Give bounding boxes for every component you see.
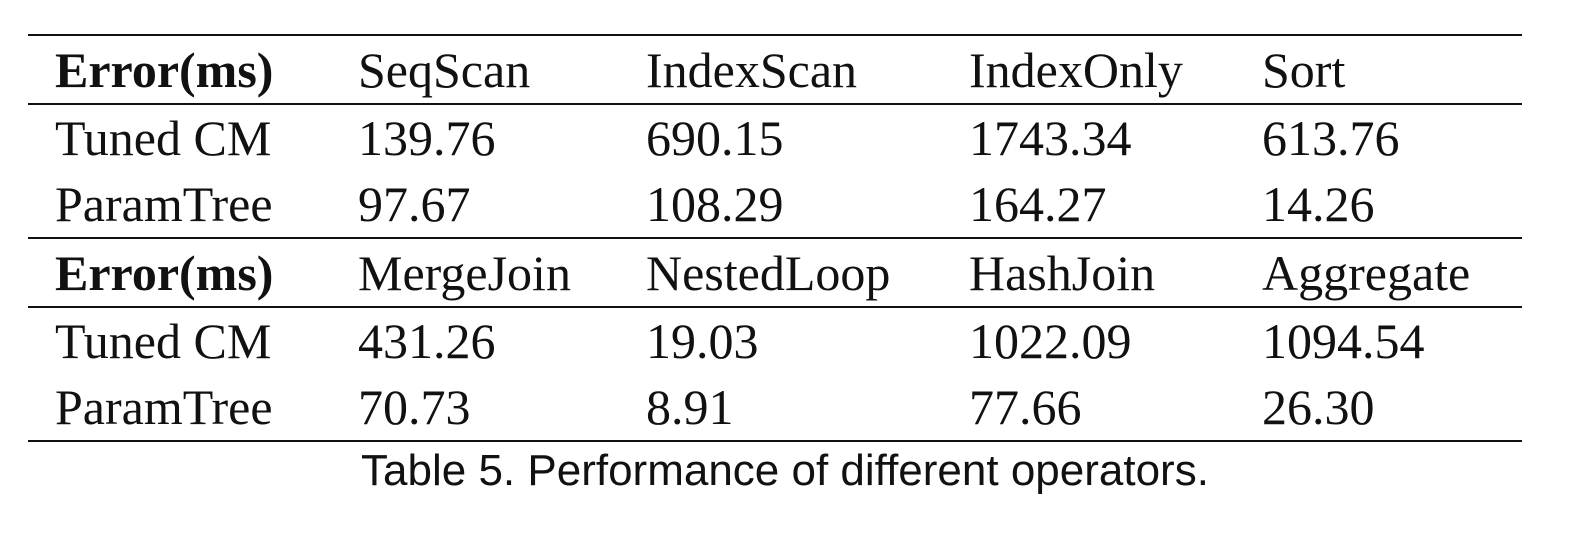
table-row: ParamTree 70.73 8.91 77.66 26.30 — [28, 374, 1522, 440]
table-header-row: Error(ms) MergeJoin NestedLoop HashJoin … — [28, 239, 1522, 306]
header-cell: IndexScan — [646, 41, 858, 98]
performance-table: Error(ms) SeqScan IndexScan IndexOnly So… — [28, 34, 1522, 442]
header-cell: MergeJoin — [358, 244, 571, 301]
table-cell: 1022.09 — [969, 313, 1132, 369]
header-rule — [28, 306, 1522, 308]
row-label: ParamTree — [55, 379, 273, 435]
header-cell: NestedLoop — [646, 244, 891, 301]
header-cell: Aggregate — [1262, 244, 1471, 301]
header-cell: HashJoin — [969, 244, 1156, 301]
table-cell: 613.76 — [1262, 110, 1400, 166]
header-cell: Sort — [1262, 41, 1346, 98]
table-cell: 26.30 — [1262, 379, 1375, 435]
row-label: ParamTree — [55, 176, 273, 232]
table-cell: 97.67 — [358, 176, 471, 232]
header-cell: Error(ms) — [55, 41, 274, 98]
table-cell: 19.03 — [646, 313, 759, 369]
table-cell: 14.26 — [1262, 176, 1375, 232]
table-cell: 164.27 — [969, 176, 1107, 232]
table-cell: 108.29 — [646, 176, 784, 232]
table-cell: 1094.54 — [1262, 313, 1425, 369]
row-label: Tuned CM — [55, 110, 272, 166]
section-rule — [28, 237, 1522, 239]
table-cell: 70.73 — [358, 379, 471, 435]
header-cell: IndexOnly — [969, 41, 1183, 98]
table-caption: Table 5. Performance of different operat… — [361, 446, 1209, 495]
row-label: Tuned CM — [55, 313, 272, 369]
table-header-row: Error(ms) SeqScan IndexScan IndexOnly So… — [28, 36, 1522, 103]
table-cell: 690.15 — [646, 110, 784, 166]
header-rule — [28, 103, 1522, 105]
table-row: Tuned CM 139.76 690.15 1743.34 613.76 — [28, 105, 1522, 171]
table-cell: 1743.34 — [969, 110, 1132, 166]
table-cell: 8.91 — [646, 379, 734, 435]
table-cell: 139.76 — [358, 110, 496, 166]
top-rule — [28, 34, 1522, 36]
table-row: ParamTree 97.67 108.29 164.27 14.26 — [28, 171, 1522, 237]
header-cell: Error(ms) — [55, 244, 274, 301]
header-cell: SeqScan — [358, 41, 531, 98]
table-row: Tuned CM 431.26 19.03 1022.09 1094.54 — [28, 308, 1522, 374]
table-cell: 77.66 — [969, 379, 1082, 435]
table-cell: 431.26 — [358, 313, 496, 369]
bottom-rule — [28, 440, 1522, 442]
